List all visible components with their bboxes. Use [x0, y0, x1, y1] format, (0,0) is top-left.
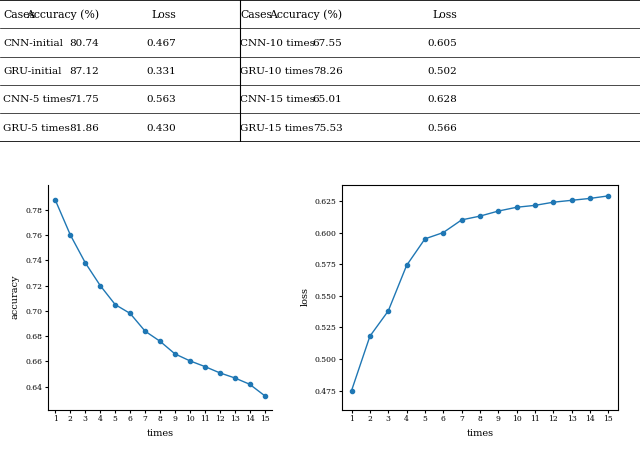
Text: 0.331: 0.331 [147, 67, 176, 76]
Text: 78.26: 78.26 [313, 67, 342, 76]
Text: 0.566: 0.566 [428, 124, 458, 133]
X-axis label: times: times [467, 428, 493, 437]
Text: 0.563: 0.563 [147, 95, 176, 104]
Text: 0.605: 0.605 [428, 39, 458, 48]
Y-axis label: loss: loss [300, 288, 309, 306]
Text: 0.628: 0.628 [428, 95, 458, 104]
Text: Accuracy (%): Accuracy (%) [26, 9, 99, 20]
Text: GRU-5 times: GRU-5 times [3, 124, 70, 133]
Text: 0.430: 0.430 [147, 124, 176, 133]
Text: GRU-initial: GRU-initial [3, 67, 61, 76]
Text: 67.55: 67.55 [313, 39, 342, 48]
Text: Accuracy (%): Accuracy (%) [269, 9, 342, 20]
Text: Cases: Cases [3, 10, 35, 20]
Text: Cases: Cases [240, 10, 272, 20]
Text: Loss: Loss [151, 10, 176, 20]
Text: 0.502: 0.502 [428, 67, 458, 76]
Text: 80.74: 80.74 [70, 39, 99, 48]
Text: 81.86: 81.86 [70, 124, 99, 133]
Text: CNN-initial: CNN-initial [3, 39, 63, 48]
Text: CNN-5 times: CNN-5 times [3, 95, 72, 104]
Text: GRU-15 times: GRU-15 times [240, 124, 314, 133]
Text: 65.01: 65.01 [313, 95, 342, 104]
Text: 75.53: 75.53 [313, 124, 342, 133]
Y-axis label: accuracy: accuracy [11, 275, 20, 319]
Text: 87.12: 87.12 [70, 67, 99, 76]
Text: 71.75: 71.75 [70, 95, 99, 104]
Text: 0.467: 0.467 [147, 39, 176, 48]
X-axis label: times: times [147, 428, 173, 437]
Text: CNN-15 times: CNN-15 times [240, 95, 315, 104]
Text: GRU-10 times: GRU-10 times [240, 67, 314, 76]
Text: CNN-10 times: CNN-10 times [240, 39, 315, 48]
Text: Loss: Loss [433, 10, 458, 20]
